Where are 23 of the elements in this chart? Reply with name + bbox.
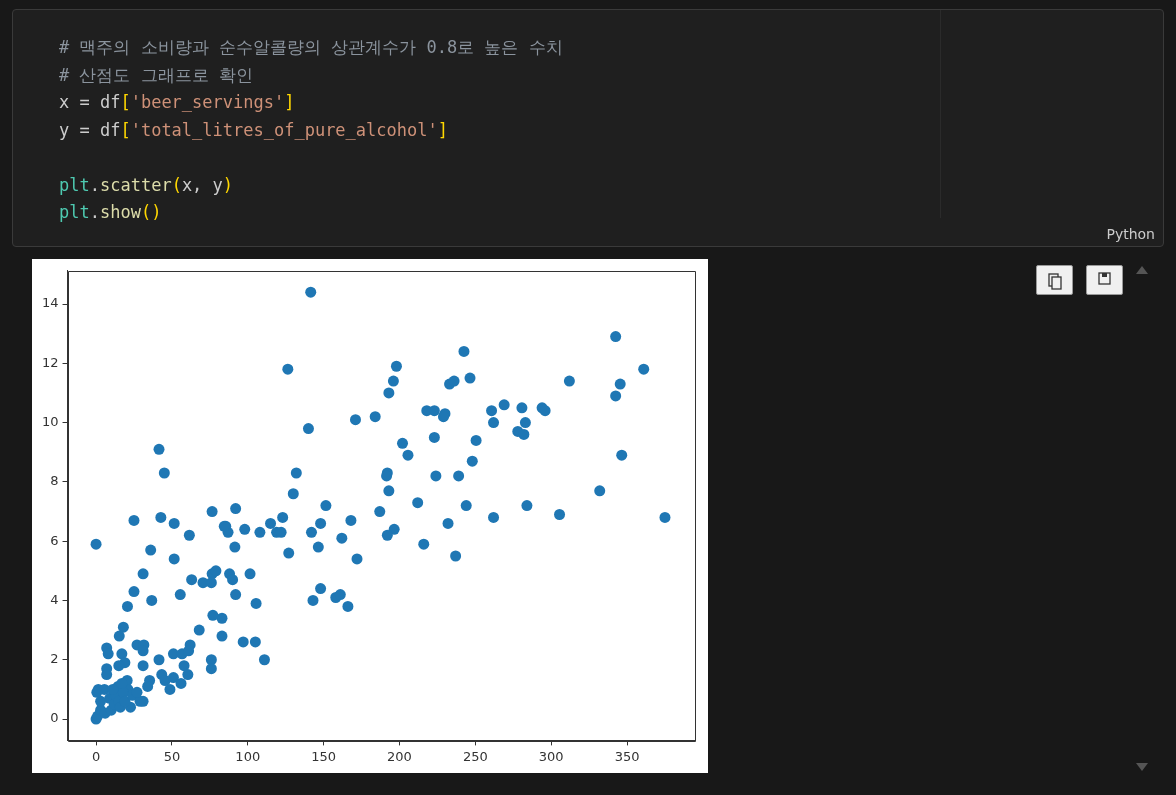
y-tick-label: 8 [50, 473, 59, 489]
x-tick-label: 200 [387, 748, 412, 764]
x-tick-label: 0 [91, 748, 101, 764]
text: x = df['beer_servings'] [59, 92, 295, 112]
y-tick-label: 6 [50, 532, 59, 548]
text: plt.scatter(x, y) [59, 174, 234, 195]
y-tick-label: 4 [50, 591, 59, 607]
text: plt.show() [59, 202, 162, 222]
x-tick-label: 100 [235, 748, 261, 764]
text: # 맥주의 소비량과 순수알콜량의 상관계수가 0.8로 높은 수치 [59, 37, 563, 57]
x-tick-label: 250 [462, 748, 488, 764]
x-tick-label: 350 [614, 748, 640, 764]
y-tick-label: 0 [50, 710, 59, 726]
text: Python [1106, 226, 1155, 242]
x-tick-label: 150 [311, 748, 337, 764]
x-tick-label: 300 [538, 748, 564, 764]
text: y = df['total_litres_of_pure_alcohol'] [59, 119, 448, 140]
y-tick-label: 2 [50, 651, 59, 667]
y-tick-label: 12 [42, 354, 59, 370]
x-tick-label: 50 [163, 748, 181, 764]
text: # 산점도 그래프로 확인 [59, 64, 253, 85]
y-tick-label: 10 [42, 413, 59, 429]
y-tick-label: 14 [42, 295, 59, 311]
